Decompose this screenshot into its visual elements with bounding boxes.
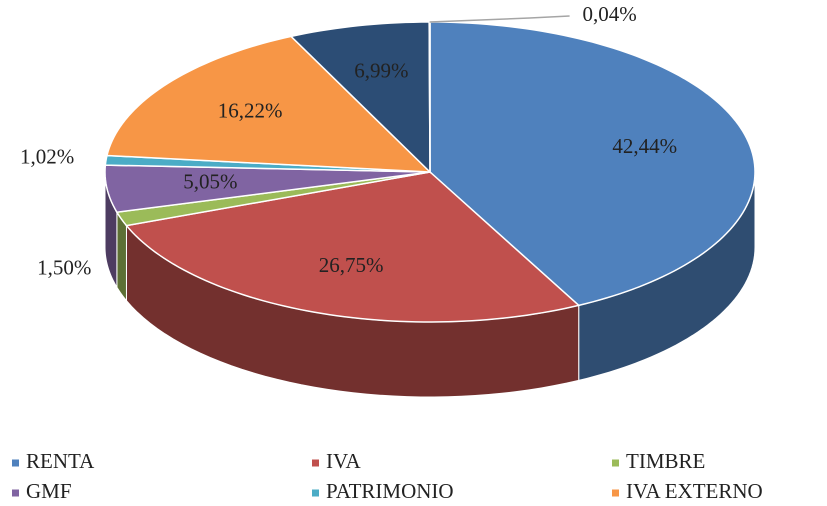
slice xyxy=(106,35,432,173)
legend-swatch xyxy=(312,459,319,467)
legend-swatch xyxy=(12,459,19,467)
data-label: 5,05% xyxy=(183,169,237,193)
leader-line xyxy=(429,15,570,23)
legend-swatch xyxy=(612,489,619,497)
legend-label: IVA xyxy=(326,449,361,473)
data-label: 6,99% xyxy=(354,58,408,82)
legend-label: TIMBRE xyxy=(626,449,705,473)
slice xyxy=(104,164,431,213)
slice xyxy=(125,171,581,323)
legend-swatch xyxy=(612,459,619,467)
slice xyxy=(429,21,756,307)
slice-side xyxy=(116,210,127,303)
legend-label: PATRIMONIO xyxy=(326,479,454,503)
slice xyxy=(289,21,431,174)
data-label: 16,22% xyxy=(218,99,283,123)
legend-label: GMF xyxy=(26,479,72,503)
data-label: 1,02% xyxy=(20,145,74,169)
data-label: 1,50% xyxy=(37,255,91,279)
legend-swatch xyxy=(312,489,319,497)
legend-label: RENTA xyxy=(26,449,95,473)
data-label: 42,44% xyxy=(612,134,677,158)
data-label: 0,04% xyxy=(582,2,636,26)
legend-swatch xyxy=(12,489,19,497)
legend-label: IVA EXTERNO xyxy=(626,479,763,503)
slice xyxy=(428,21,431,173)
data-label: 26,75% xyxy=(319,253,384,277)
